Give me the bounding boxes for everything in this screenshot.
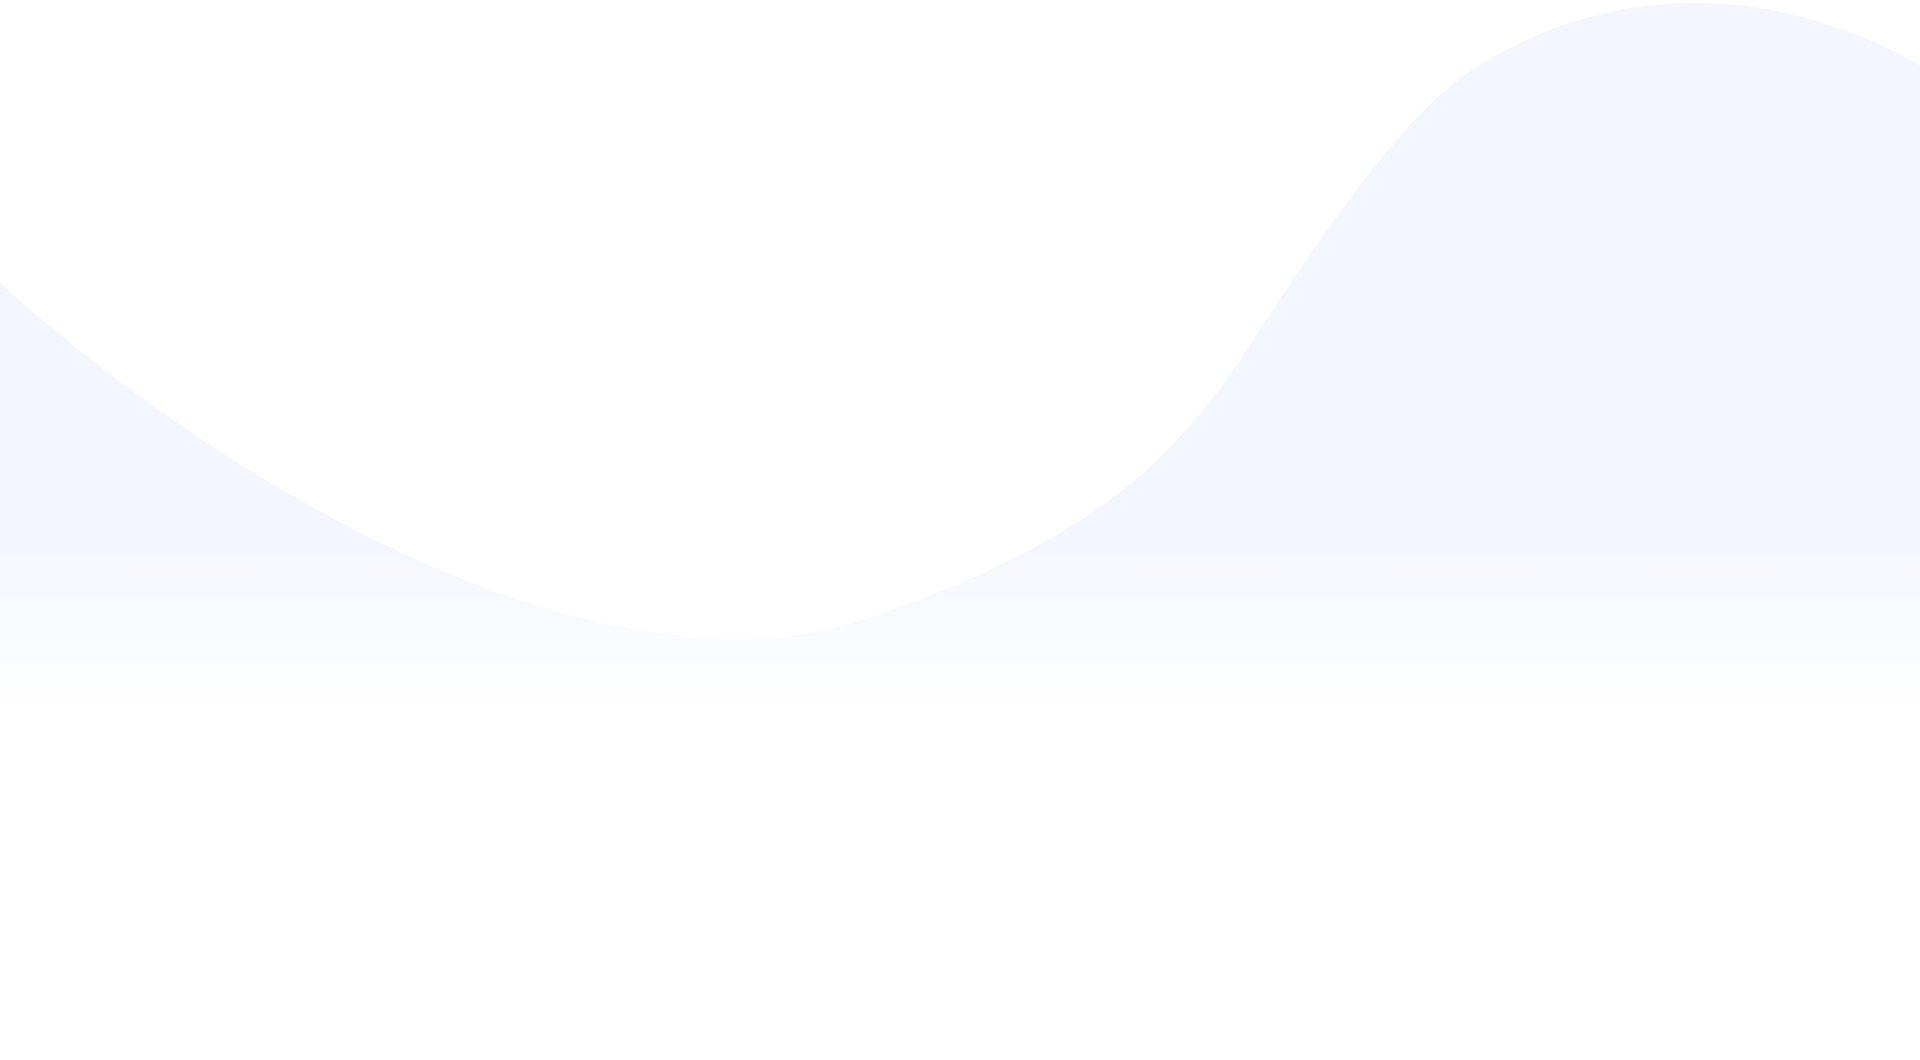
wave-shape bbox=[0, 2, 1920, 1060]
wave-background-shape bbox=[0, 2, 1920, 1060]
landing-page-background bbox=[0, 2, 1920, 1060]
